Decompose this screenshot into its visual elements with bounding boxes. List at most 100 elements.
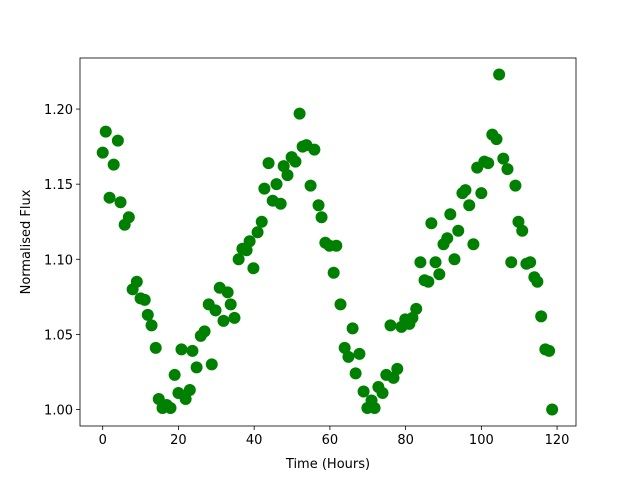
x-axis-label: Time (Hours): [285, 457, 370, 472]
point: [107, 158, 120, 171]
point: [99, 125, 112, 138]
point: [130, 275, 143, 288]
point: [179, 392, 192, 405]
point: [330, 239, 343, 252]
point: [448, 253, 461, 266]
point: [387, 371, 400, 384]
point: [531, 275, 544, 288]
x-tick-label: 40: [246, 433, 263, 448]
point: [149, 341, 162, 354]
point: [274, 197, 287, 210]
point: [444, 208, 457, 221]
point: [429, 256, 442, 269]
point: [304, 179, 317, 192]
point: [175, 343, 188, 356]
point: [243, 235, 256, 248]
x-tick-label: 80: [397, 433, 414, 448]
point: [535, 310, 548, 323]
point: [493, 68, 506, 81]
point: [251, 226, 264, 239]
point: [357, 385, 370, 398]
point: [205, 358, 218, 371]
point: [327, 266, 340, 279]
point: [349, 367, 362, 380]
point: [308, 143, 321, 156]
point: [111, 134, 124, 147]
point: [497, 152, 510, 165]
point: [342, 350, 355, 363]
point: [524, 256, 537, 269]
point: [190, 361, 203, 374]
point: [512, 215, 525, 228]
point: [501, 163, 514, 176]
x-tick-label: 120: [545, 433, 570, 448]
x-tick-label: 100: [469, 433, 494, 448]
point: [312, 199, 325, 212]
point: [293, 107, 306, 120]
point: [138, 293, 151, 306]
point: [516, 224, 529, 237]
point: [114, 196, 127, 209]
point: [406, 311, 419, 324]
point: [505, 256, 518, 269]
point: [459, 184, 472, 197]
point: [384, 319, 397, 332]
point: [315, 211, 328, 224]
point: [281, 169, 294, 182]
y-tick-label: 1.05: [44, 328, 73, 343]
point: [198, 325, 211, 338]
point: [232, 253, 245, 266]
point: [482, 157, 495, 170]
point: [221, 286, 234, 299]
point: [258, 182, 271, 195]
point: [96, 146, 109, 159]
point: [103, 191, 116, 204]
point: [509, 179, 522, 192]
point: [168, 368, 181, 381]
point: [422, 275, 435, 288]
point: [368, 401, 381, 414]
point: [346, 322, 359, 335]
point: [255, 215, 268, 228]
point: [410, 302, 423, 315]
point: [543, 344, 556, 357]
point: [186, 344, 199, 357]
point: [338, 341, 351, 354]
point: [289, 155, 302, 168]
point: [475, 187, 488, 200]
point: [353, 347, 366, 360]
point: [262, 157, 275, 170]
point: [546, 403, 559, 416]
point: [217, 314, 230, 327]
point: [228, 311, 241, 324]
point: [164, 401, 177, 414]
point: [414, 256, 427, 269]
point: [277, 160, 290, 173]
point: [490, 133, 503, 146]
point: [183, 383, 196, 396]
point: [145, 319, 158, 332]
point: [334, 298, 347, 311]
point: [141, 308, 154, 321]
point: [270, 178, 283, 191]
point: [122, 211, 135, 224]
y-tick-label: 1.00: [44, 403, 73, 418]
x-tick-label: 20: [170, 433, 187, 448]
point: [391, 362, 404, 375]
point: [467, 238, 480, 251]
y-tick-label: 1.15: [44, 178, 73, 193]
point: [441, 232, 454, 245]
point: [452, 224, 465, 237]
point: [463, 199, 476, 212]
plot-frame: [79, 57, 577, 427]
y-axis-label: Normalised Flux: [19, 189, 34, 294]
point: [224, 298, 237, 311]
y-tick-label: 1.10: [44, 253, 73, 268]
point: [433, 268, 446, 281]
x-tick-label: 0: [99, 433, 107, 448]
point: [247, 262, 260, 275]
point: [240, 244, 253, 257]
